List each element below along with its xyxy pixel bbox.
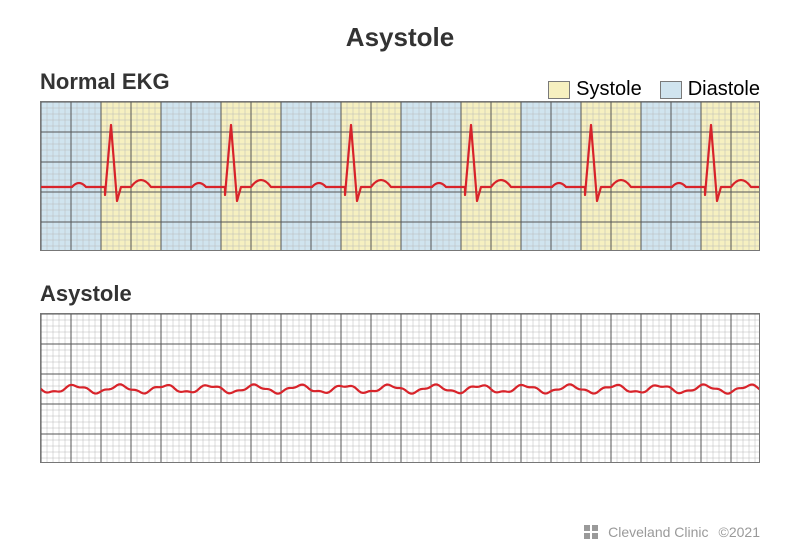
diastole-swatch [660,81,682,99]
normal-ekg-chart [40,101,760,251]
attribution-org: Cleveland Clinic [608,524,708,540]
page-title: Asystole [0,0,800,53]
asystole-label: Asystole [40,281,132,307]
legend-diastole: Diastole [660,78,760,101]
legend-systole: Systole [548,78,642,101]
attribution: Cleveland Clinic ©2021 [584,524,760,540]
normal-ekg-label: Normal EKG [40,69,170,95]
legend-systole-label: Systole [576,78,642,101]
normal-ekg-svg [41,102,760,251]
systole-swatch [548,81,570,99]
asystole-chart [40,313,760,463]
attribution-year: ©2021 [719,524,760,540]
cleveland-clinic-icon [584,525,598,539]
asystole-svg [41,314,760,463]
legend: Systole Diastole [548,78,760,101]
legend-diastole-label: Diastole [688,78,760,101]
